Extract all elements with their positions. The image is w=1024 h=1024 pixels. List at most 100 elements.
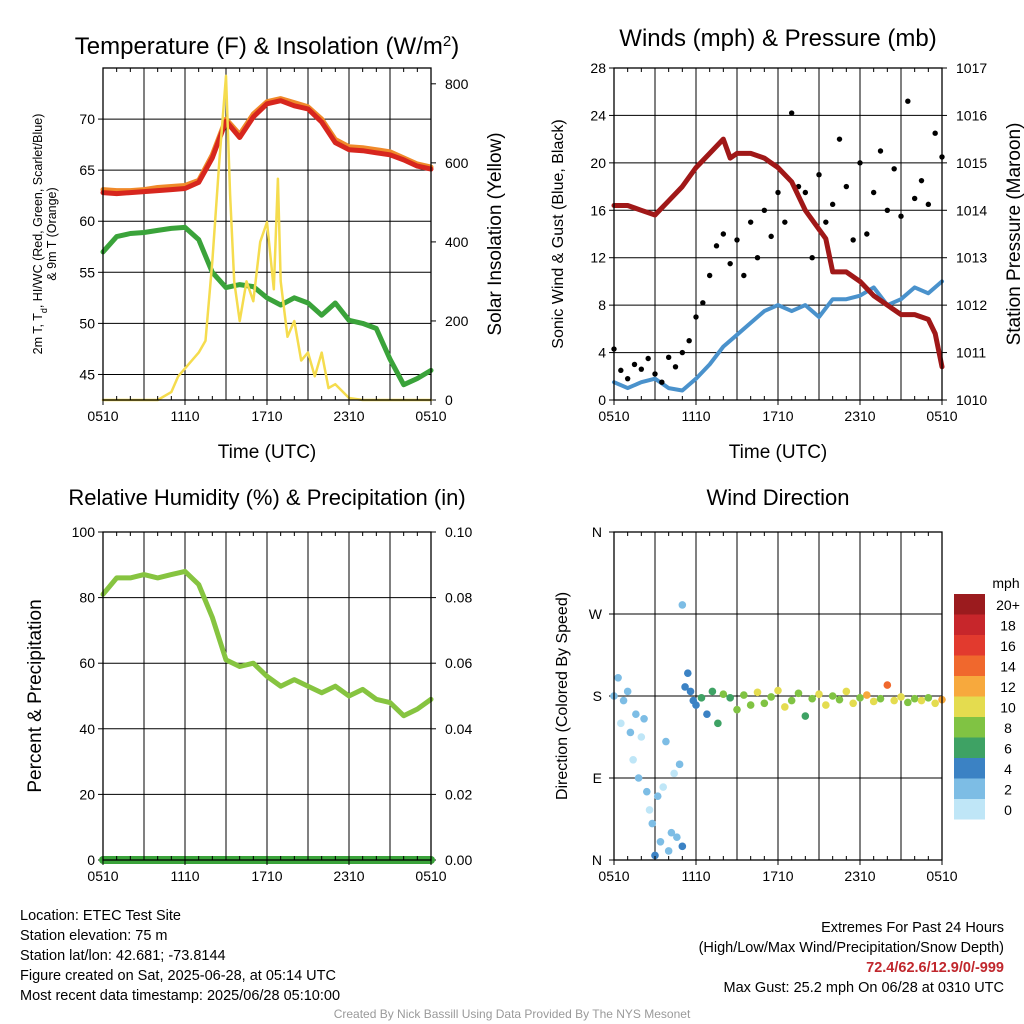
gust-point: [624, 375, 631, 382]
y2-tick-label: 1015: [956, 155, 987, 171]
direction-point: [924, 694, 933, 702]
x-tick-label: 2310: [844, 868, 875, 884]
direction-point: [681, 683, 689, 691]
y-tick-label: N: [592, 524, 602, 540]
gust-point: [638, 366, 645, 372]
extremes-title: Extremes For Past 24 Hours: [821, 920, 1004, 936]
direction-point: [632, 710, 640, 719]
y2-tick-label: 1017: [956, 60, 987, 76]
y2-axis-label: Solar Insolation (Yellow): [485, 132, 506, 335]
series-line-rh: [100, 568, 434, 719]
chart-title: Winds (mph) & Pressure (mb): [619, 25, 936, 52]
station-info: Location: ETEC Test Site Station elevati…: [20, 906, 340, 1006]
gust-point: [754, 255, 761, 261]
y2-tick-label: 800: [445, 76, 469, 92]
legend-label: 4: [1004, 761, 1012, 777]
y-tick-label: 80: [79, 590, 95, 606]
gust-point: [836, 136, 843, 142]
gust-point: [713, 243, 720, 249]
direction-point: [781, 703, 789, 711]
direction-point: [692, 701, 700, 709]
direction-point: [801, 712, 810, 720]
y-axis-label: Percent & Precipitation: [25, 599, 46, 792]
gust-point: [911, 195, 918, 202]
gust-point: [925, 201, 932, 208]
gust-point: [843, 183, 850, 190]
direction-point: [808, 694, 816, 703]
direction-point: [883, 681, 892, 689]
direction-point: [890, 696, 898, 705]
y-tick-label: 60: [79, 655, 95, 671]
direction-point: [643, 787, 651, 796]
station-location: Location: ETEC Test Site: [20, 908, 181, 924]
temperature-insolation-panel: 45 50 55 60 65 70 0 200 400 600 800 0510 1110 1710 231…: [31, 33, 506, 464]
gust-point: [850, 237, 856, 243]
y2-tick-label: 400: [445, 234, 469, 250]
y-tick-label: E: [593, 770, 602, 786]
gust-point: [788, 110, 795, 116]
direction-point: [662, 737, 670, 746]
title-end: ): [451, 33, 459, 60]
direction-point: [708, 687, 717, 696]
y-tick-label: 0: [87, 852, 95, 868]
gust-point: [618, 367, 624, 374]
direction-point: [684, 669, 692, 678]
y-axis-label: Sonic Wind & Gust (Blue, Black): [550, 119, 567, 348]
gust-point: [782, 219, 788, 225]
gust-point: [768, 233, 774, 240]
direction-point: [746, 701, 755, 709]
gust-point: [741, 272, 747, 279]
gust-point: [877, 148, 884, 154]
x-tick-label: 0510: [598, 868, 629, 884]
gust-point: [659, 379, 665, 385]
y-tick-label: 12: [590, 250, 606, 266]
series-line-dewpoint: [100, 224, 434, 388]
direction-point: [614, 673, 622, 682]
direction-point: [760, 699, 769, 708]
direction-point: [774, 686, 782, 695]
direction-point: [670, 769, 678, 778]
y2-axis-label: Station Pressure (Maroon): [1004, 123, 1024, 346]
legend-label: 2: [1004, 782, 1012, 798]
title-superscript: 2: [443, 33, 451, 50]
credit-line: Created By Nick Bassill Using Data Provi…: [333, 1007, 691, 1021]
direction-point: [678, 842, 687, 851]
y-tick-label: 20: [590, 155, 606, 171]
direction-point: [626, 728, 635, 737]
y-tick-label: 70: [79, 111, 95, 127]
gust-point: [734, 237, 740, 243]
legend-swatch: [954, 635, 985, 656]
legend-title: mph: [992, 575, 1019, 591]
y-tick-label: 0: [598, 392, 606, 408]
gust-point: [905, 98, 911, 104]
legend-label: 6: [1004, 741, 1012, 757]
direction-point: [653, 792, 662, 801]
x-tick-label: 0510: [415, 868, 446, 884]
direction-point: [617, 719, 625, 728]
legend-swatch: [954, 655, 985, 676]
extremes-subtitle: (High/Low/Max Wind/Precipitation/Snow De…: [698, 940, 1004, 956]
direction-point: [849, 699, 857, 708]
y-tick-label: 100: [72, 524, 96, 540]
x-tick-label: 0510: [926, 868, 957, 884]
legend-label: 8: [1004, 720, 1012, 736]
direction-point: [697, 694, 706, 702]
winds-pressure-panel: 0 4 8 12 16 20 24 28 1010 1011 1012 1013 1014 1015 101…: [550, 25, 1024, 463]
direction-point: [686, 687, 695, 696]
gust-point: [775, 189, 781, 196]
direction-point: [863, 691, 871, 699]
gust-point: [706, 272, 713, 279]
gust-point: [857, 160, 863, 166]
x-axis-label: Time (UTC): [729, 442, 828, 463]
extremes-info: Extremes For Past 24 Hours (High/Low/Max…: [699, 918, 1004, 998]
legend-label: 18: [1000, 618, 1016, 634]
gust-point: [652, 371, 658, 377]
series-line-2m-t: [100, 98, 434, 197]
gust-point: [891, 166, 897, 172]
x-tick-label: 2310: [333, 868, 364, 884]
chart-title: Relative Humidity (%) & Precipitation (i…: [68, 485, 465, 510]
plot-border: [102, 67, 432, 401]
y-axis-subscript: d: [39, 308, 49, 313]
gust-point: [727, 260, 733, 267]
direction-point: [634, 774, 643, 782]
